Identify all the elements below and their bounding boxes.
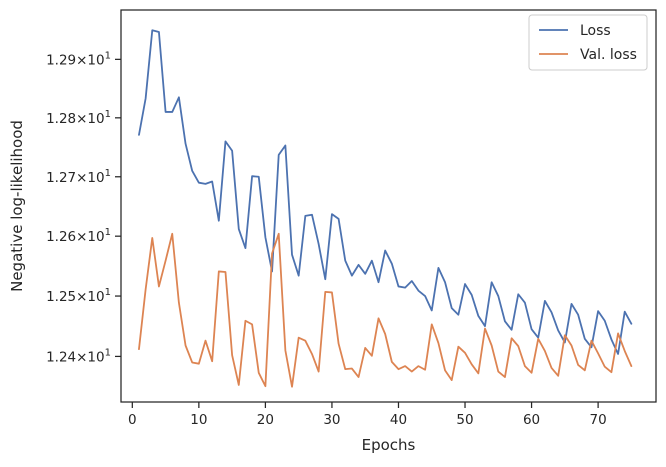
y-tick-label: 1.26×101 (46, 227, 111, 245)
x-tick-label: 20 (257, 412, 274, 428)
y-axis-label: Negative log-likelihood (8, 120, 26, 292)
y-axis: 1.24×101 1.25×101 1.26×101 1.27×101 1.28×101… (46, 50, 121, 365)
x-tick-label: 50 (456, 412, 473, 428)
y-tick-label: 1.28×101 (46, 109, 111, 127)
val-loss-series-line (138, 232, 633, 388)
y-tick-label: 1.25×101 (46, 287, 111, 305)
loss-series-line (138, 29, 633, 355)
x-axis: 0 10 20 30 40 50 60 70 (128, 402, 607, 428)
x-tick-label: 70 (590, 412, 607, 428)
legend-box (528, 14, 648, 71)
y-tick-label: 1.24×101 (46, 347, 111, 365)
y-tick-label: 1.27×101 (46, 168, 111, 186)
y-tick-label: 1.29×101 (46, 50, 111, 68)
x-axis-label: Epochs (362, 436, 416, 454)
series-lines (138, 29, 633, 388)
legend-label-val-loss: Val. loss (580, 47, 637, 63)
x-tick-label: 30 (323, 412, 340, 428)
x-tick-label: 40 (390, 412, 407, 428)
x-tick-label: 10 (190, 412, 207, 428)
legend[interactable]: Loss Val. loss (528, 14, 648, 71)
x-tick-label: 60 (523, 412, 540, 428)
x-tick-label: 0 (128, 412, 137, 428)
legend-label-loss: Loss (580, 23, 611, 39)
